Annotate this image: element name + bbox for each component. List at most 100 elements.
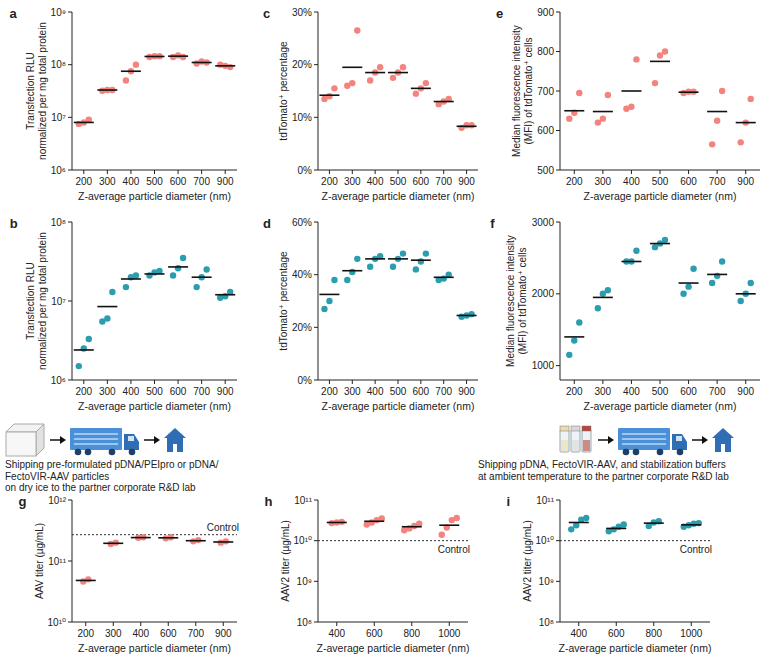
point bbox=[354, 256, 360, 262]
stripe bbox=[74, 438, 118, 440]
wheel bbox=[75, 449, 82, 456]
point bbox=[662, 48, 668, 54]
panel-letter: b bbox=[10, 216, 18, 231]
x-tick-label: 400 bbox=[623, 386, 640, 397]
marks bbox=[319, 250, 476, 320]
panel-letter: g bbox=[19, 494, 27, 509]
y-tick bbox=[68, 12, 72, 13]
x-tick bbox=[223, 622, 224, 626]
mean-line bbox=[121, 70, 141, 72]
y-axis-title: tdTomato⁺ percentage bbox=[278, 251, 289, 351]
arrow-head bbox=[154, 436, 160, 444]
point bbox=[454, 515, 460, 521]
mean-line bbox=[402, 526, 422, 528]
panel-letter: e bbox=[496, 6, 503, 21]
vial-liquid bbox=[572, 440, 579, 451]
y-tick-label: 10⁸ bbox=[51, 217, 66, 228]
point bbox=[354, 27, 360, 33]
truck-icon bbox=[70, 428, 139, 455]
y-axis-title: (MFI) of tdTomato⁺ cells bbox=[517, 248, 528, 355]
y-tick-label: 20% bbox=[292, 322, 312, 333]
x-tick bbox=[602, 380, 603, 384]
caption: on dry ice to the partner corporate R&D … bbox=[5, 482, 196, 493]
mean-line bbox=[736, 293, 756, 295]
x-tick bbox=[178, 170, 179, 174]
y-tick bbox=[68, 301, 72, 302]
x-tick bbox=[653, 622, 654, 626]
mean-line bbox=[213, 541, 233, 543]
point bbox=[605, 287, 611, 293]
x-tick-label: 600 bbox=[608, 628, 625, 639]
x-tick-label: 500 bbox=[146, 386, 163, 397]
y-tick bbox=[68, 64, 72, 65]
y-tick bbox=[556, 12, 560, 13]
mean-line bbox=[439, 524, 459, 526]
point bbox=[595, 119, 601, 125]
point bbox=[714, 117, 720, 123]
point bbox=[719, 88, 725, 94]
marks bbox=[74, 52, 235, 127]
y-tick bbox=[556, 540, 560, 541]
marks bbox=[319, 27, 476, 131]
box-front bbox=[6, 432, 36, 456]
y-axis bbox=[318, 222, 319, 380]
x-tick bbox=[201, 170, 202, 174]
marks bbox=[318, 515, 468, 541]
x-tick-label: 700 bbox=[435, 386, 452, 397]
point bbox=[652, 80, 658, 86]
mean-line bbox=[644, 522, 664, 524]
x-tick-label: 300 bbox=[105, 628, 122, 639]
x-tick-label: 300 bbox=[595, 386, 612, 397]
x-tick bbox=[107, 380, 108, 384]
x-tick-label: 200 bbox=[321, 176, 338, 187]
x-tick-label: 600 bbox=[160, 628, 177, 639]
y-tick-label: 0% bbox=[298, 165, 313, 176]
x-tick-label: 300 bbox=[99, 176, 116, 187]
x-axis bbox=[560, 622, 710, 623]
panel-letter: c bbox=[263, 6, 270, 21]
point bbox=[413, 90, 419, 96]
panel-letter: h bbox=[265, 494, 273, 509]
mean-line bbox=[342, 270, 362, 272]
x-tick-label: 500 bbox=[390, 386, 407, 397]
marks bbox=[74, 255, 235, 369]
y-tick bbox=[314, 581, 318, 582]
panel: 10⁸10⁹10¹⁰10¹¹4006008001000Z-average par… bbox=[265, 494, 470, 654]
mean-line bbox=[319, 294, 339, 296]
x-tick-label: 600 bbox=[680, 176, 697, 187]
mean-line bbox=[319, 94, 339, 96]
x-tick bbox=[130, 380, 131, 384]
mean-line bbox=[215, 294, 235, 296]
mean-line bbox=[679, 91, 699, 93]
box-side bbox=[36, 424, 44, 456]
y-tick-label: 900 bbox=[537, 7, 554, 18]
point bbox=[566, 115, 572, 121]
point bbox=[104, 315, 110, 321]
mean-line bbox=[168, 55, 188, 57]
y-tick bbox=[556, 130, 560, 131]
wheel bbox=[85, 449, 92, 456]
point bbox=[748, 280, 754, 286]
point bbox=[680, 291, 686, 297]
x-axis-title: Z-average particle diameter (nm) bbox=[584, 190, 737, 202]
x-axis-title: Z-average particle diameter (nm) bbox=[322, 190, 475, 202]
x-tick-label: 900 bbox=[458, 386, 475, 397]
y-tick bbox=[556, 622, 560, 623]
mean-line bbox=[606, 528, 626, 530]
mean-line bbox=[434, 276, 454, 278]
mean-line bbox=[411, 88, 431, 90]
stripe bbox=[74, 443, 118, 445]
x-tick-label: 1000 bbox=[438, 628, 461, 639]
point bbox=[170, 272, 176, 278]
x-tick bbox=[375, 170, 376, 174]
point bbox=[400, 250, 406, 256]
y-tick-label: 60% bbox=[292, 217, 312, 228]
stripe bbox=[622, 443, 666, 445]
panel-letter: f bbox=[490, 216, 495, 231]
point bbox=[738, 139, 744, 145]
point bbox=[81, 345, 87, 351]
x-tick bbox=[691, 622, 692, 626]
x-tick bbox=[225, 380, 226, 384]
y-tick-label: 10⁶ bbox=[51, 165, 66, 176]
arrow-head bbox=[702, 436, 708, 444]
